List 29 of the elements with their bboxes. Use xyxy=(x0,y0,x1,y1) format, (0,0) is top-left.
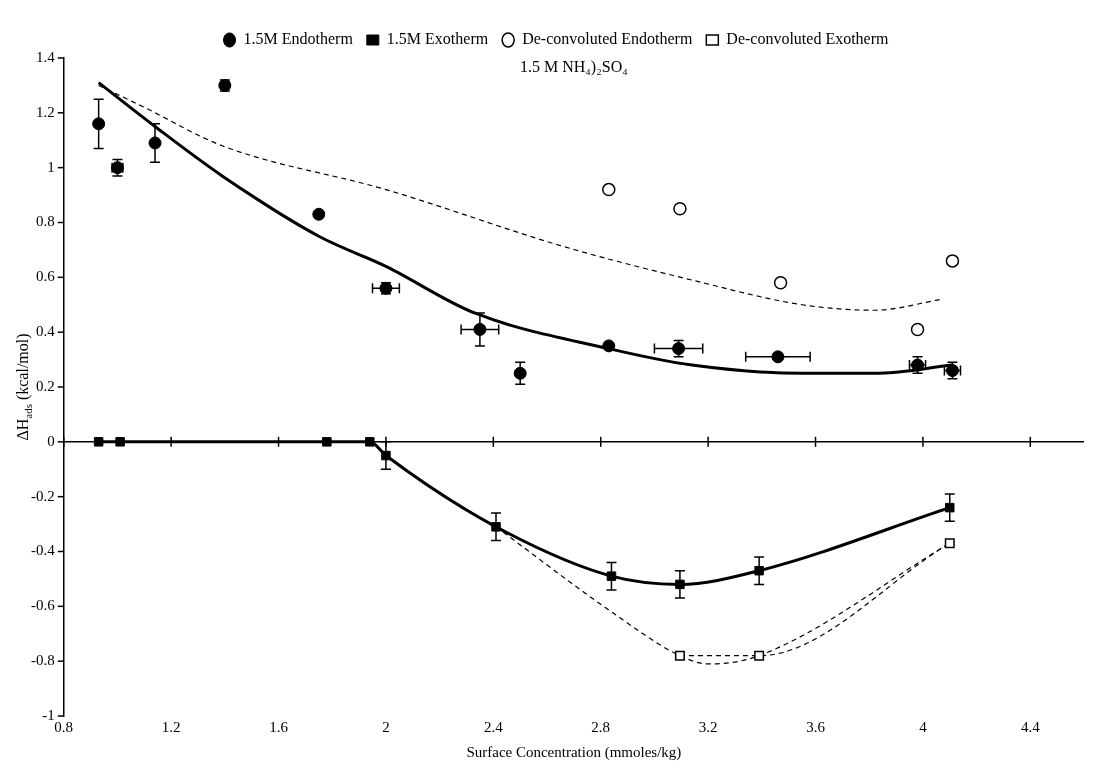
y-axis-title: ΔHads (kcal/mol) xyxy=(14,333,34,441)
y-tick-label: 0.2 xyxy=(36,377,55,394)
y-tick-label: -0.2 xyxy=(31,487,55,504)
y-tick-label: 0.6 xyxy=(36,268,56,285)
y-tick-label: -1 xyxy=(42,706,55,723)
y-tick-label: 0 xyxy=(47,432,55,449)
y-tick-label: 0.4 xyxy=(36,323,56,340)
x-tick-label: 3.6 xyxy=(806,718,826,735)
y-tick-label: 1 xyxy=(47,158,55,175)
y-tick-label: -0.6 xyxy=(31,597,56,614)
x-tick-label: 2 xyxy=(382,718,390,735)
y-tick-label: -0.4 xyxy=(31,542,56,559)
x-tick-label: 1.6 xyxy=(269,718,289,735)
x-tick-label: 3.2 xyxy=(698,718,718,735)
y-tick-label: 1.4 xyxy=(36,48,56,65)
y-tick-label: 1.2 xyxy=(36,103,55,120)
legend-label: De-convoluted Endotherm xyxy=(522,30,693,48)
legend-label: 1.5M Exotherm xyxy=(386,30,489,48)
legend-label: 1.5M Endotherm xyxy=(243,30,354,48)
x-tick-label: 2.8 xyxy=(591,718,611,735)
y-tick-label: -0.8 xyxy=(31,652,55,669)
x-axis-title: Surface Concentration (mmoles/kg) xyxy=(466,743,682,761)
legend-label: De-convoluted Exotherm xyxy=(726,30,890,48)
x-tick-label: 4.4 xyxy=(1020,718,1041,735)
x-tick-label: 1.2 xyxy=(161,718,181,735)
x-tick-label: 2.4 xyxy=(483,718,504,735)
y-tick-label: 0.8 xyxy=(36,213,55,230)
chart-title: 1.5 M NH₄)₂SO₄ xyxy=(519,58,629,77)
x-tick-label: 4 xyxy=(919,718,928,735)
